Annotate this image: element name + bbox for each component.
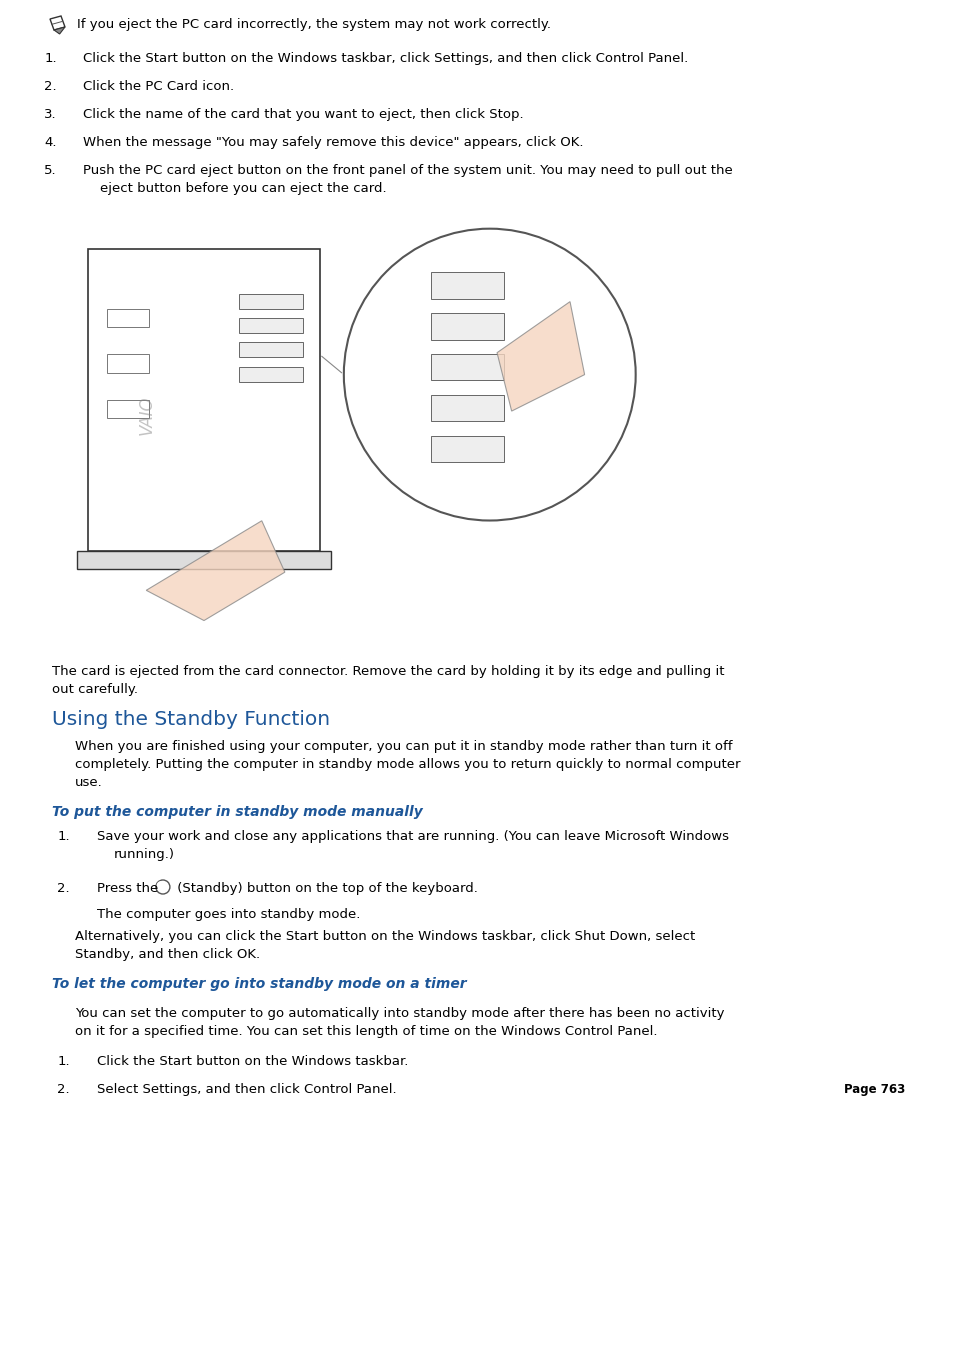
Text: Push the PC card eject button on the front panel of the system unit. You may nee: Push the PC card eject button on the fro… xyxy=(83,163,732,177)
FancyBboxPatch shape xyxy=(431,273,504,299)
Text: 2.: 2. xyxy=(57,882,70,894)
Text: You can set the computer to go automatically into standby mode after there has b: You can set the computer to go automatic… xyxy=(75,1006,723,1020)
FancyBboxPatch shape xyxy=(238,295,303,309)
FancyBboxPatch shape xyxy=(238,342,303,358)
Text: eject button before you can eject the card.: eject button before you can eject the ca… xyxy=(100,182,386,195)
Polygon shape xyxy=(54,27,65,34)
Text: Save your work and close any applications that are running. (You can leave Micro: Save your work and close any application… xyxy=(97,830,728,843)
Text: The card is ejected from the card connector. Remove the card by holding it by it: The card is ejected from the card connec… xyxy=(52,665,723,678)
Text: Click the Start button on the Windows taskbar, click Settings, and then click Co: Click the Start button on the Windows ta… xyxy=(83,51,687,65)
Text: To put the computer in standby mode manually: To put the computer in standby mode manu… xyxy=(52,805,422,819)
FancyBboxPatch shape xyxy=(107,400,149,417)
Text: Click the name of the card that you want to eject, then click Stop.: Click the name of the card that you want… xyxy=(83,108,523,122)
Circle shape xyxy=(156,881,166,890)
Text: 1.: 1. xyxy=(57,1055,70,1069)
Circle shape xyxy=(343,228,635,520)
Text: running.): running.) xyxy=(113,848,174,861)
Text: Using the Standby Function: Using the Standby Function xyxy=(52,711,330,730)
Text: Press the: Press the xyxy=(97,882,162,894)
FancyBboxPatch shape xyxy=(107,354,149,373)
FancyBboxPatch shape xyxy=(89,249,319,551)
Text: 3.: 3. xyxy=(45,108,57,122)
FancyBboxPatch shape xyxy=(431,313,504,339)
FancyBboxPatch shape xyxy=(431,394,504,422)
Text: The computer goes into standby mode.: The computer goes into standby mode. xyxy=(97,908,360,921)
FancyBboxPatch shape xyxy=(77,551,331,569)
Text: 1.: 1. xyxy=(45,51,57,65)
Text: completely. Putting the computer in standby mode allows you to return quickly to: completely. Putting the computer in stan… xyxy=(75,758,740,771)
Text: use.: use. xyxy=(75,775,103,789)
Text: If you eject the PC card incorrectly, the system may not work correctly.: If you eject the PC card incorrectly, th… xyxy=(77,18,551,31)
Text: Page 763: Page 763 xyxy=(842,1084,904,1096)
Polygon shape xyxy=(497,301,584,411)
Text: 2.: 2. xyxy=(45,80,57,93)
Text: Alternatively, you can click the Start button on the Windows taskbar, click Shut: Alternatively, you can click the Start b… xyxy=(75,929,695,943)
Text: out carefully.: out carefully. xyxy=(52,684,138,696)
FancyBboxPatch shape xyxy=(431,436,504,462)
Text: When you are finished using your computer, you can put it in standby mode rather: When you are finished using your compute… xyxy=(75,740,732,753)
FancyBboxPatch shape xyxy=(107,309,149,327)
Text: Standby, and then click OK.: Standby, and then click OK. xyxy=(75,948,260,961)
FancyBboxPatch shape xyxy=(238,366,303,381)
Text: Click the Start button on the Windows taskbar.: Click the Start button on the Windows ta… xyxy=(97,1055,408,1069)
Text: To let the computer go into standby mode on a timer: To let the computer go into standby mode… xyxy=(52,977,466,992)
Text: VAIO: VAIO xyxy=(137,394,155,435)
Polygon shape xyxy=(146,520,285,620)
Text: 5.: 5. xyxy=(45,163,57,177)
Text: on it for a specified time. You can set this length of time on the Windows Contr: on it for a specified time. You can set … xyxy=(75,1025,657,1038)
Text: When the message "You may safely remove this device" appears, click OK.: When the message "You may safely remove … xyxy=(83,136,583,149)
Text: (Standby) button on the top of the keyboard.: (Standby) button on the top of the keybo… xyxy=(172,882,477,894)
FancyBboxPatch shape xyxy=(238,317,303,334)
Text: 4.: 4. xyxy=(45,136,57,149)
Polygon shape xyxy=(50,16,65,30)
Text: Select Settings, and then click Control Panel.: Select Settings, and then click Control … xyxy=(97,1084,396,1096)
Text: 2.: 2. xyxy=(57,1084,70,1096)
Text: Click the PC Card icon.: Click the PC Card icon. xyxy=(83,80,233,93)
Text: 1.: 1. xyxy=(57,830,70,843)
FancyBboxPatch shape xyxy=(431,354,504,381)
